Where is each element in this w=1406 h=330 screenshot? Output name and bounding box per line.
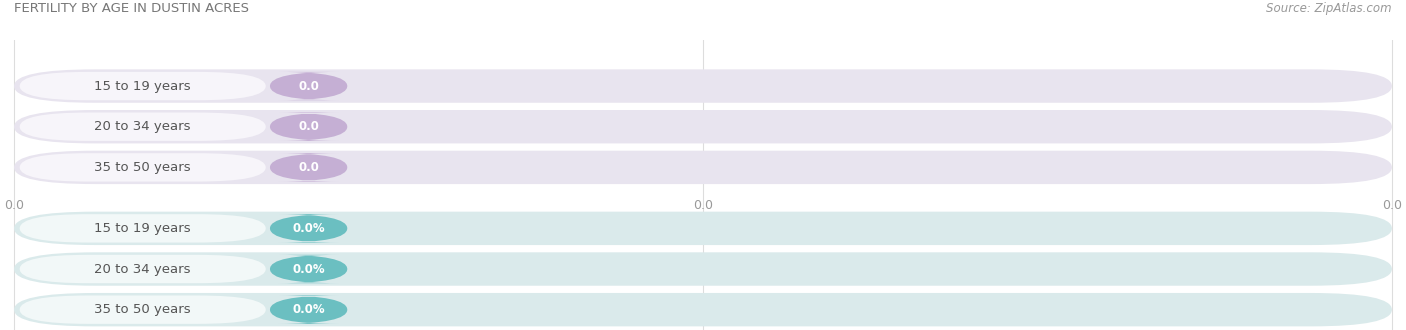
FancyBboxPatch shape xyxy=(20,153,266,182)
Text: Source: ZipAtlas.com: Source: ZipAtlas.com xyxy=(1267,2,1392,15)
FancyBboxPatch shape xyxy=(14,293,1392,326)
Text: 0.0: 0.0 xyxy=(1382,199,1402,212)
Text: 0.0: 0.0 xyxy=(298,161,319,174)
Text: 20 to 34 years: 20 to 34 years xyxy=(94,120,191,133)
FancyBboxPatch shape xyxy=(20,255,266,283)
Text: 0.0%: 0.0% xyxy=(292,263,325,276)
FancyBboxPatch shape xyxy=(270,113,347,141)
Text: 0.0: 0.0 xyxy=(693,199,713,212)
Text: 0.0: 0.0 xyxy=(4,199,24,212)
FancyBboxPatch shape xyxy=(270,255,347,283)
FancyBboxPatch shape xyxy=(14,110,1392,144)
Text: FERTILITY BY AGE IN DUSTIN ACRES: FERTILITY BY AGE IN DUSTIN ACRES xyxy=(14,2,249,15)
Text: 15 to 19 years: 15 to 19 years xyxy=(94,222,191,235)
FancyBboxPatch shape xyxy=(14,69,1392,103)
Text: 0.0%: 0.0% xyxy=(292,303,325,316)
FancyBboxPatch shape xyxy=(14,252,1392,286)
FancyBboxPatch shape xyxy=(20,214,266,243)
Text: 20 to 34 years: 20 to 34 years xyxy=(94,263,191,276)
Text: 0.0%: 0.0% xyxy=(292,222,325,235)
FancyBboxPatch shape xyxy=(270,214,347,243)
FancyBboxPatch shape xyxy=(20,72,266,100)
FancyBboxPatch shape xyxy=(20,113,266,141)
FancyBboxPatch shape xyxy=(20,295,266,324)
Text: 15 to 19 years: 15 to 19 years xyxy=(94,80,191,92)
Text: 35 to 50 years: 35 to 50 years xyxy=(94,303,191,316)
Text: 0.0: 0.0 xyxy=(298,80,319,92)
Text: 0.0: 0.0 xyxy=(298,120,319,133)
FancyBboxPatch shape xyxy=(270,153,347,182)
FancyBboxPatch shape xyxy=(270,72,347,100)
FancyBboxPatch shape xyxy=(14,212,1392,245)
Text: 35 to 50 years: 35 to 50 years xyxy=(94,161,191,174)
FancyBboxPatch shape xyxy=(270,295,347,324)
FancyBboxPatch shape xyxy=(14,151,1392,184)
